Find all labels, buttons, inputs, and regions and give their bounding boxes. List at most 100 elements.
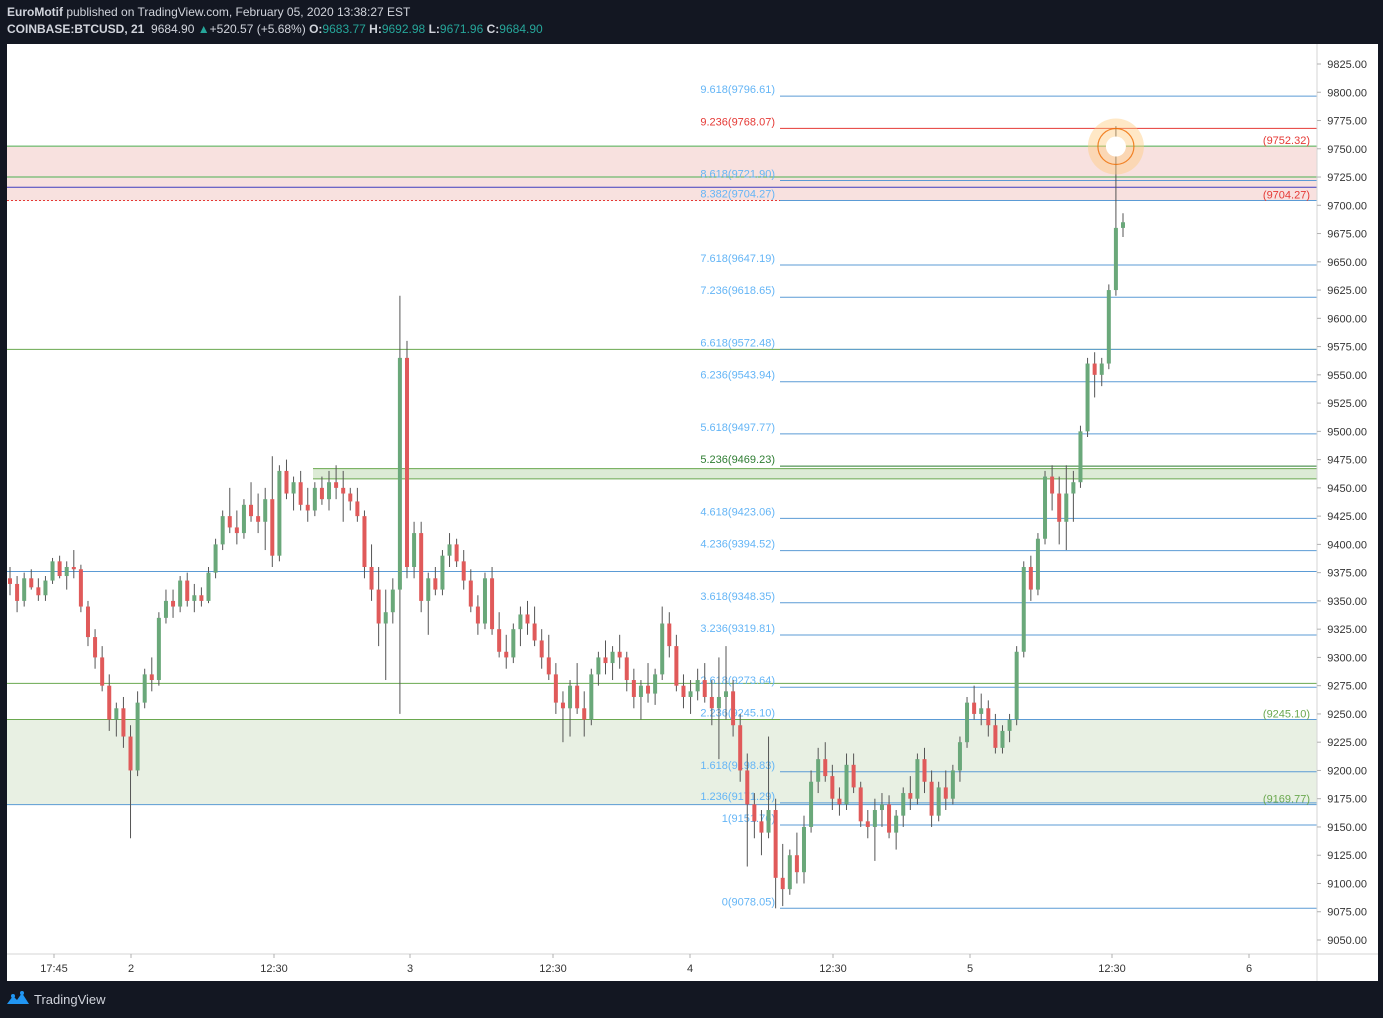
candle-body-128 bbox=[915, 759, 920, 799]
candle-body-108 bbox=[773, 810, 778, 878]
level-label-3: (9169.77) bbox=[1263, 794, 1310, 806]
candle-body-45 bbox=[327, 482, 332, 500]
time-tick-0: 17:45 bbox=[40, 963, 68, 975]
tradingview-logo-icon[interactable] bbox=[6, 990, 30, 1011]
candle-body-121 bbox=[865, 821, 870, 827]
symbol-label[interactable]: COINBASE:BTCUSD, 21 bbox=[7, 22, 145, 36]
price-tick-4: 9725.00 bbox=[1327, 172, 1367, 184]
candle-body-112 bbox=[801, 826, 806, 873]
candle-body-107 bbox=[766, 810, 771, 833]
candle-body-97 bbox=[695, 680, 700, 692]
candle-body-93 bbox=[667, 623, 672, 647]
price-tick-9: 9600.00 bbox=[1327, 313, 1367, 325]
price-tick-6: 9675.00 bbox=[1327, 229, 1367, 241]
candle-body-140 bbox=[1000, 730, 1005, 748]
price-tick-26: 9175.00 bbox=[1327, 794, 1367, 806]
candle-body-26 bbox=[192, 595, 197, 601]
candle-body-106 bbox=[759, 821, 764, 833]
time-tick-4: 12:30 bbox=[539, 963, 567, 975]
candle-body-56 bbox=[404, 357, 409, 567]
fib-label-3: 1.618(9198.83) bbox=[700, 760, 775, 772]
candle-body-89 bbox=[638, 685, 643, 697]
candle-body-27 bbox=[199, 595, 204, 601]
price-tick-5: 9700.00 bbox=[1327, 200, 1367, 212]
candle-body-133 bbox=[950, 770, 955, 799]
price-tick-10: 9575.00 bbox=[1327, 342, 1367, 354]
tradingview-brand[interactable]: TradingView bbox=[34, 992, 106, 1007]
candle-body-1 bbox=[15, 583, 20, 601]
candlestick-chart[interactable]: 0(9078.05)1(9151.76)1.236(9171.29)1.618(… bbox=[7, 44, 1378, 981]
fib-label-17: 8.618(9721.90) bbox=[700, 169, 775, 181]
close-label: C: bbox=[486, 22, 500, 36]
level-label-0: (9752.32) bbox=[1263, 135, 1310, 147]
fib-label-12: 6.236(9543.94) bbox=[700, 370, 775, 382]
candle-body-38 bbox=[277, 470, 282, 556]
candle-body-150 bbox=[1071, 482, 1076, 494]
candle-body-3 bbox=[29, 578, 34, 588]
candle-body-142 bbox=[1014, 651, 1019, 720]
fib-label-15: 7.618(9647.19) bbox=[700, 253, 775, 265]
candle-body-11 bbox=[85, 606, 90, 638]
price-tick-14: 9475.00 bbox=[1327, 455, 1367, 467]
footer: TradingView bbox=[0, 982, 1383, 1018]
candle-body-47 bbox=[341, 487, 346, 494]
fib-label-13: 6.618(9572.48) bbox=[700, 337, 775, 349]
candle-body-21 bbox=[156, 617, 161, 681]
price-tick-30: 9075.00 bbox=[1327, 907, 1367, 919]
price-tick-17: 9400.00 bbox=[1327, 539, 1367, 551]
candle-body-28 bbox=[206, 572, 211, 601]
candle-body-34 bbox=[249, 504, 254, 517]
candle-body-16 bbox=[121, 708, 126, 737]
candle-body-29 bbox=[213, 544, 218, 573]
candle-body-96 bbox=[688, 691, 693, 697]
candle-body-58 bbox=[419, 533, 424, 601]
candle-body-100 bbox=[716, 696, 721, 709]
candle-body-82 bbox=[589, 674, 594, 720]
candle-body-14 bbox=[107, 685, 112, 720]
candle-body-8 bbox=[64, 566, 69, 577]
price-tick-28: 9125.00 bbox=[1327, 850, 1367, 862]
price-tick-18: 9375.00 bbox=[1327, 568, 1367, 580]
price-tick-2: 9775.00 bbox=[1327, 116, 1367, 128]
fib-label-7: 3.618(9348.35) bbox=[700, 591, 775, 603]
candle-body-109 bbox=[780, 877, 785, 890]
candle-body-84 bbox=[603, 657, 608, 664]
candle-body-154 bbox=[1099, 363, 1104, 375]
price-tick-3: 9750.00 bbox=[1327, 144, 1367, 156]
zone-0 bbox=[7, 719, 1317, 805]
candle-body-113 bbox=[809, 781, 814, 827]
level-label-2: (9245.10) bbox=[1263, 708, 1310, 720]
price-tick-19: 9350.00 bbox=[1327, 596, 1367, 608]
fib-label-11: 5.618(9497.77) bbox=[700, 422, 775, 434]
candle-body-129 bbox=[922, 759, 927, 782]
time-tick-7: 5 bbox=[967, 963, 973, 975]
candle-body-131 bbox=[936, 787, 941, 816]
fib-label-14: 7.236(9618.65) bbox=[700, 285, 775, 297]
candle-body-4 bbox=[36, 587, 41, 596]
candle-body-22 bbox=[163, 600, 168, 618]
candle-body-135 bbox=[965, 702, 970, 743]
candle-body-64 bbox=[461, 561, 466, 581]
candle-body-61 bbox=[440, 555, 445, 590]
chart-area[interactable]: 0(9078.05) 1(9151.76) 1.236(9171.29) 1.618(… bbox=[7, 44, 1378, 981]
candle-body-17 bbox=[128, 736, 133, 771]
author-name[interactable]: EuroMotif bbox=[7, 5, 63, 19]
candle-body-138 bbox=[986, 708, 991, 726]
candle-body-13 bbox=[100, 657, 105, 686]
price-tick-29: 9100.00 bbox=[1327, 878, 1367, 890]
candle-body-10 bbox=[78, 569, 83, 607]
candle-body-119 bbox=[851, 764, 856, 788]
candle-body-57 bbox=[412, 533, 417, 567]
candle-body-36 bbox=[263, 499, 268, 522]
candle-body-144 bbox=[1028, 566, 1033, 590]
time-tick-5: 4 bbox=[687, 963, 693, 975]
candle-body-110 bbox=[787, 855, 792, 890]
candle-body-24 bbox=[178, 580, 183, 607]
high-label: H: bbox=[369, 22, 382, 36]
level-label-1: (9704.27) bbox=[1263, 189, 1310, 201]
candle-body-25 bbox=[185, 580, 190, 601]
candle-body-157 bbox=[1121, 222, 1125, 228]
candle-body-9 bbox=[71, 566, 76, 570]
candle-body-87 bbox=[624, 657, 629, 681]
candle-body-74 bbox=[532, 623, 537, 641]
